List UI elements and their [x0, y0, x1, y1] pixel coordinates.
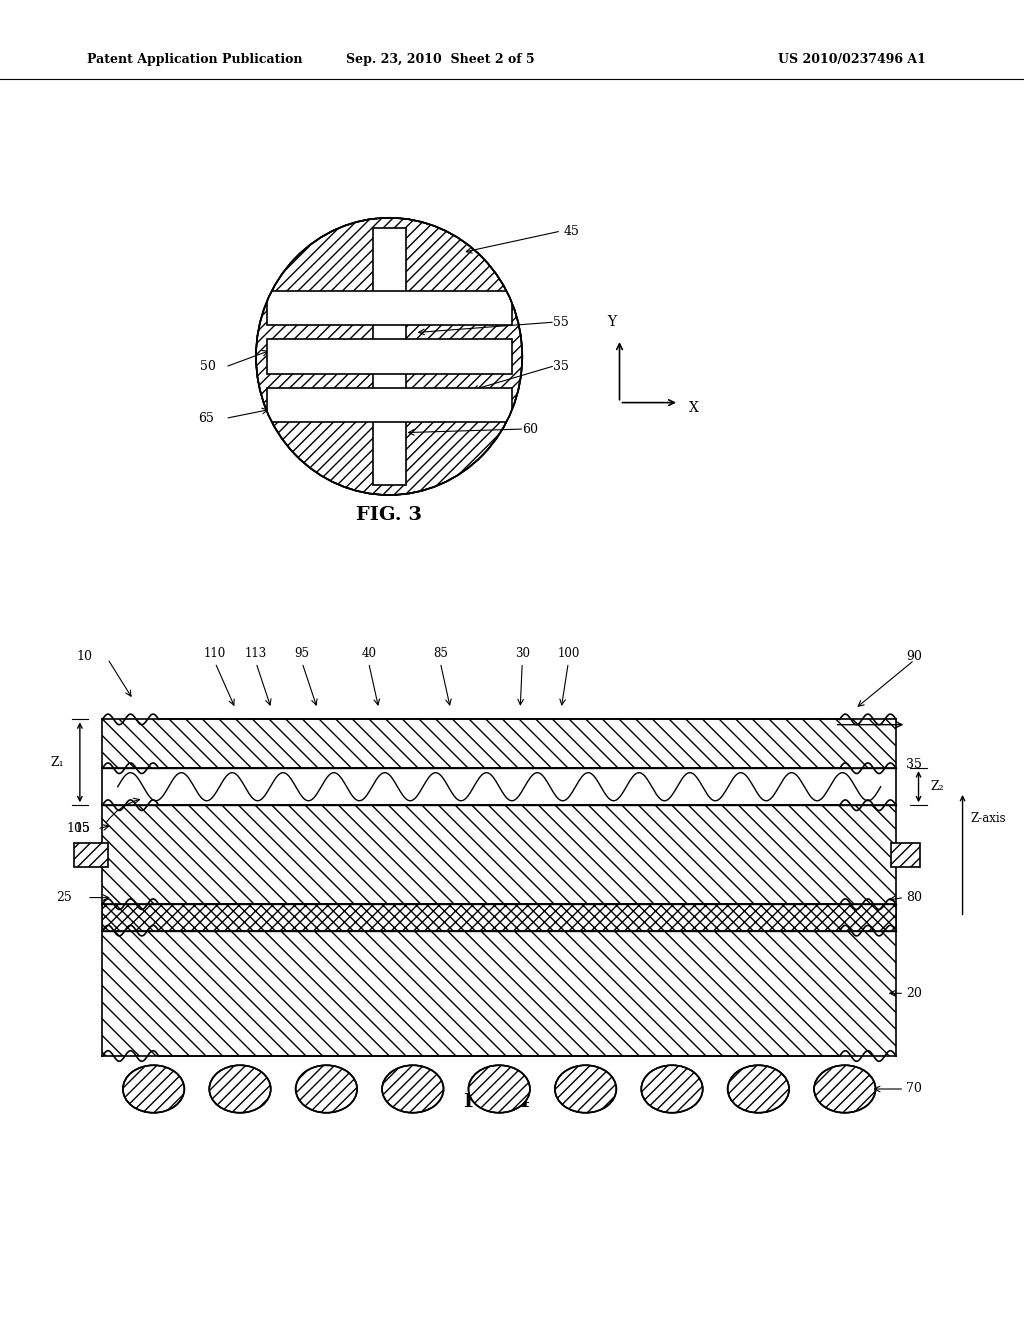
Bar: [102, 931, 896, 1056]
Bar: [102, 768, 896, 805]
Text: FIG. 4: FIG. 4: [464, 1093, 529, 1111]
Text: 25: 25: [56, 891, 72, 904]
Text: FIG. 3: FIG. 3: [356, 506, 422, 524]
Bar: [102, 719, 896, 768]
Bar: [266, 290, 512, 325]
Text: Patent Application Publication: Patent Application Publication: [87, 53, 302, 66]
Ellipse shape: [814, 1065, 876, 1113]
Text: US 2010/0237496 A1: US 2010/0237496 A1: [778, 53, 926, 66]
Ellipse shape: [641, 1065, 702, 1113]
Ellipse shape: [209, 1065, 270, 1113]
Bar: [102, 805, 896, 904]
Bar: [74, 842, 108, 866]
Text: 65: 65: [198, 412, 214, 425]
Text: Z₂: Z₂: [931, 780, 944, 793]
Text: 30: 30: [515, 647, 529, 660]
Bar: [891, 842, 920, 866]
Text: 113: 113: [245, 647, 267, 660]
Text: Sep. 23, 2010  Sheet 2 of 5: Sep. 23, 2010 Sheet 2 of 5: [346, 53, 535, 66]
Text: 55: 55: [553, 315, 568, 329]
Text: 35: 35: [906, 758, 923, 771]
Text: 95: 95: [295, 647, 309, 660]
Ellipse shape: [469, 1065, 530, 1113]
Ellipse shape: [728, 1065, 790, 1113]
Ellipse shape: [256, 218, 522, 495]
Text: 40: 40: [361, 647, 376, 660]
Text: 105: 105: [67, 822, 90, 836]
Text: 60: 60: [522, 422, 539, 436]
Text: Z-axis: Z-axis: [971, 812, 1007, 825]
Bar: [266, 339, 512, 374]
Bar: [373, 227, 406, 486]
Text: 45: 45: [563, 224, 580, 238]
Bar: [74, 842, 108, 866]
Ellipse shape: [123, 1065, 184, 1113]
Text: 15: 15: [74, 822, 90, 836]
Text: 70: 70: [906, 1082, 923, 1096]
Text: Z₁: Z₁: [51, 756, 65, 768]
Bar: [266, 388, 512, 422]
Text: X: X: [689, 401, 699, 414]
Bar: [891, 842, 920, 866]
Bar: [102, 904, 896, 931]
Text: 80: 80: [906, 891, 923, 904]
Ellipse shape: [382, 1065, 443, 1113]
Text: 35: 35: [553, 359, 569, 372]
Text: 20: 20: [906, 987, 923, 999]
Text: 110: 110: [204, 647, 226, 660]
Text: 90: 90: [906, 649, 923, 663]
Text: Y: Y: [607, 314, 615, 329]
Ellipse shape: [296, 1065, 357, 1113]
Text: 100: 100: [557, 647, 580, 660]
Text: 85: 85: [433, 647, 447, 660]
Ellipse shape: [555, 1065, 616, 1113]
Text: 50: 50: [200, 359, 216, 372]
Text: 10: 10: [76, 649, 92, 663]
